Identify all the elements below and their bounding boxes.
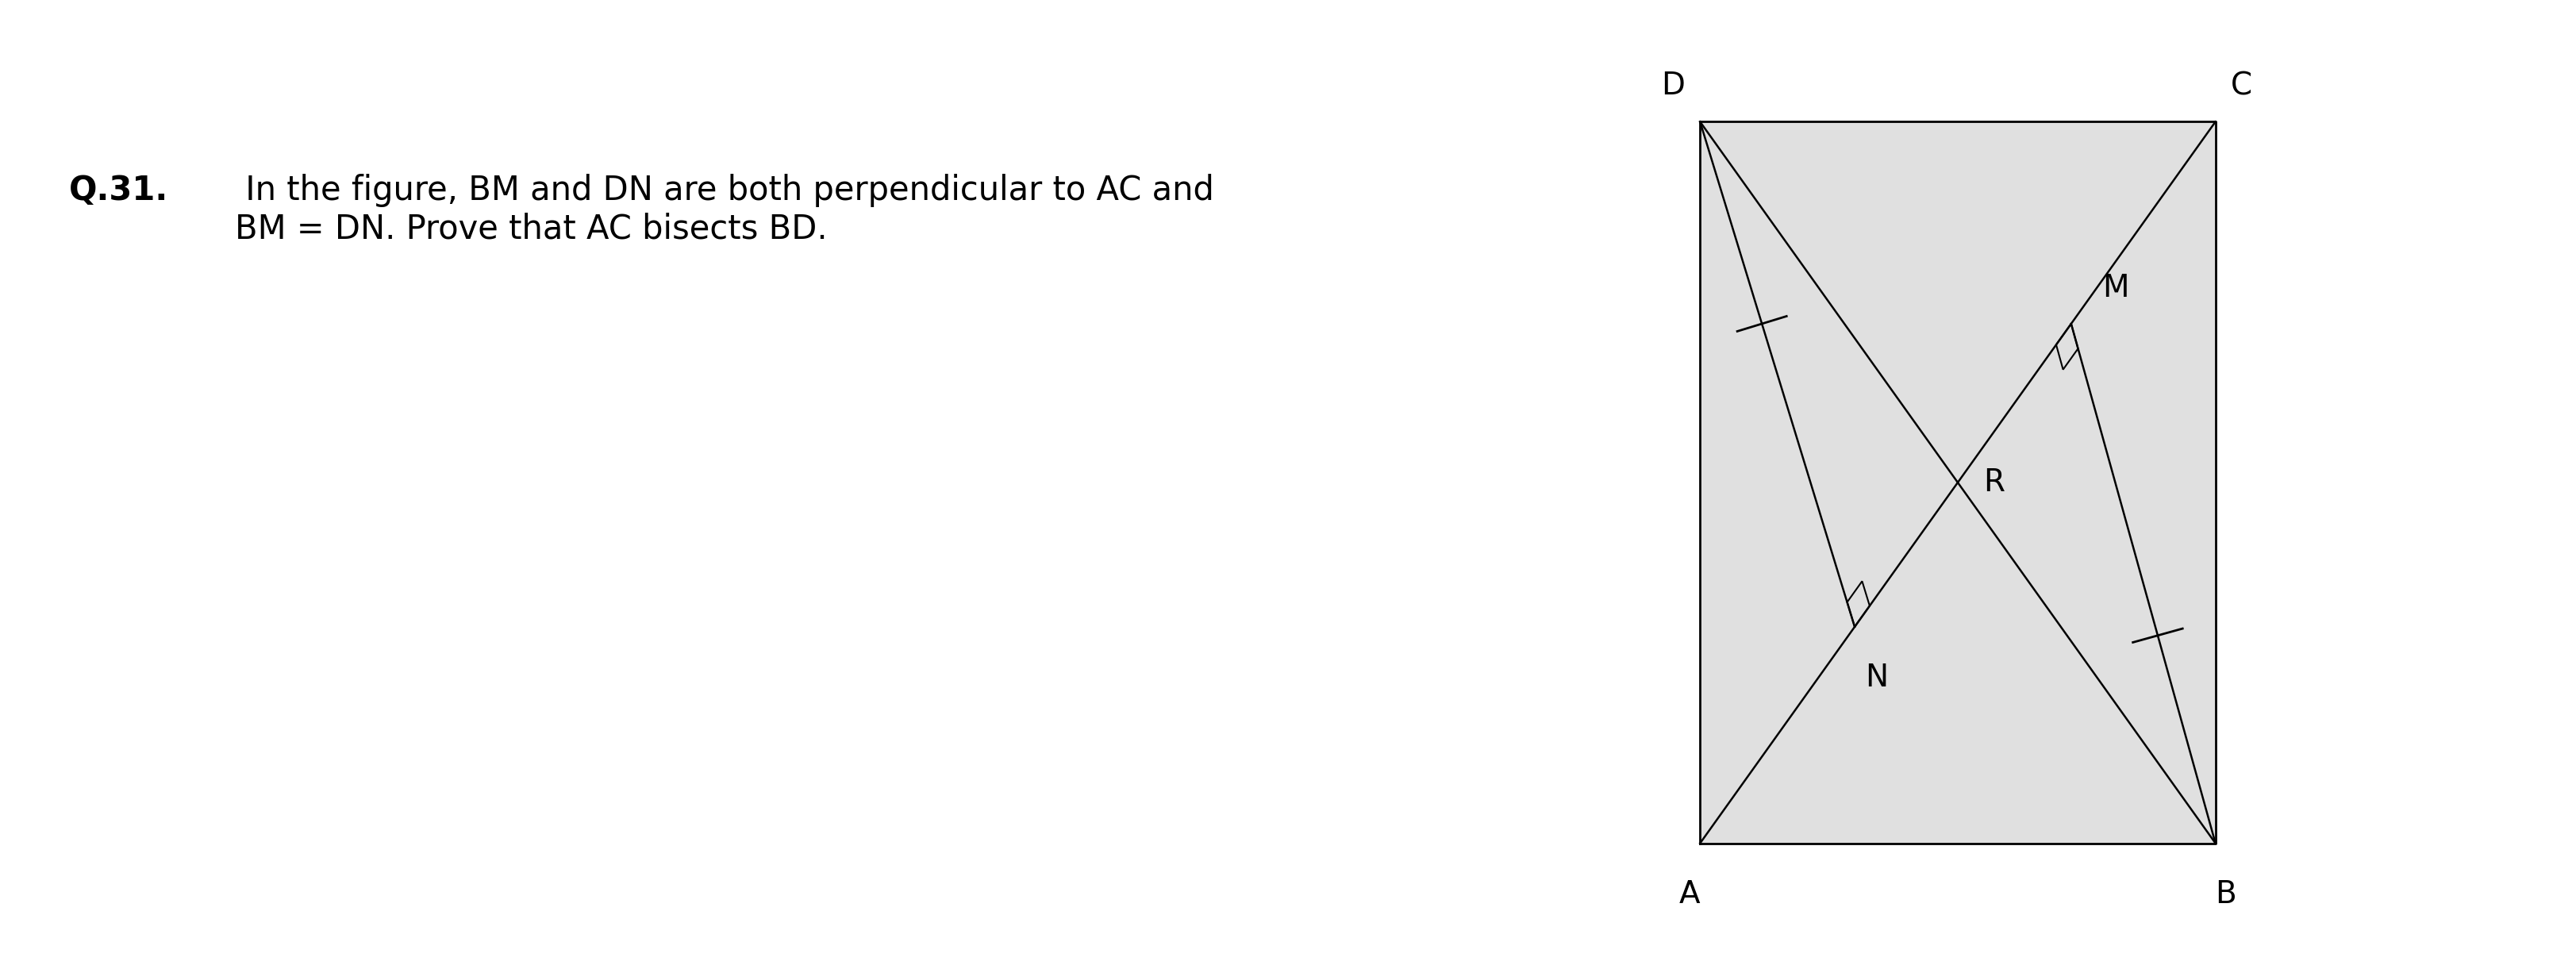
Text: N: N <box>1865 663 1888 693</box>
Text: D: D <box>1662 71 1685 101</box>
Text: A: A <box>1680 879 1700 909</box>
Text: Q.31.: Q.31. <box>70 174 167 207</box>
Polygon shape <box>1700 122 2215 843</box>
Text: M: M <box>2102 273 2128 303</box>
Text: In the figure, BM and DN are both perpendicular to AC and
BM = DN. Prove that AC: In the figure, BM and DN are both perpen… <box>234 174 1213 246</box>
Text: R: R <box>1984 467 2004 498</box>
Text: C: C <box>2231 71 2251 101</box>
Text: B: B <box>2215 879 2236 909</box>
